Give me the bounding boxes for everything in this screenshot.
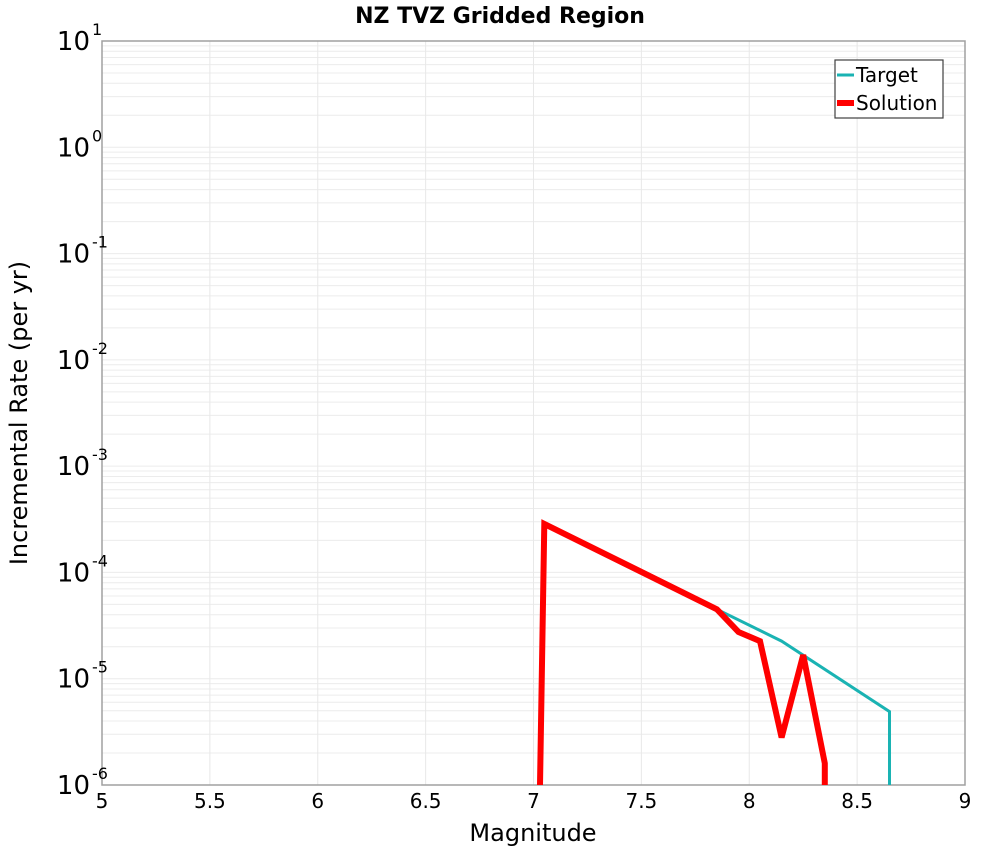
x-tick-label: 8 <box>743 789 756 813</box>
y-tick-exponent: 1 <box>92 20 102 39</box>
data-series <box>537 519 891 786</box>
legend: Target Solution <box>834 59 944 119</box>
legend-box <box>834 59 944 119</box>
y-tick-label: 10 <box>57 133 90 163</box>
y-tick-label: 10 <box>57 452 90 482</box>
y-tick-label: 10 <box>57 346 90 376</box>
series-solution-line <box>537 519 828 786</box>
x-tick-label: 6.5 <box>410 789 442 813</box>
y-tick-exponent: -4 <box>92 551 108 570</box>
x-tick-label: 5 <box>96 789 109 813</box>
y-tick-exponent: -1 <box>92 233 108 252</box>
grid-lines <box>101 41 966 786</box>
y-axis-label: Incremental Rate (per yr) <box>5 261 33 565</box>
y-tick-exponent: -5 <box>92 658 108 677</box>
legend-solution-label: Solution <box>856 91 937 115</box>
x-tick-label: 6 <box>311 789 324 813</box>
chart-title: NZ TVZ Gridded Region <box>355 4 645 29</box>
y-tick-label: 10 <box>57 665 90 695</box>
x-tick-label: 8.5 <box>841 789 873 813</box>
y-tick-label: 10 <box>57 240 90 270</box>
y-tick-exponent: -3 <box>92 445 108 464</box>
y-tick-exponent: -6 <box>92 764 108 783</box>
y-tick-exponent: -2 <box>92 339 108 358</box>
x-tick-label: 9 <box>959 789 972 813</box>
plot-frame <box>101 40 966 786</box>
y-tick-exponent: 0 <box>92 126 102 145</box>
x-axis-ticks: 5 5.5 6 6.5 7 7.5 8 8.5 9 <box>96 789 972 813</box>
y-tick-label: 10 <box>57 27 90 57</box>
y-tick-label: 10 <box>57 771 90 801</box>
x-tick-label: 5.5 <box>194 789 226 813</box>
x-tick-label: 7 <box>527 789 540 813</box>
y-tick-label: 10 <box>57 558 90 588</box>
series-target-line <box>716 607 891 785</box>
x-tick-label: 7.5 <box>625 789 657 813</box>
x-axis-label: Magnitude <box>469 819 596 847</box>
legend-target-label: Target <box>855 63 918 87</box>
